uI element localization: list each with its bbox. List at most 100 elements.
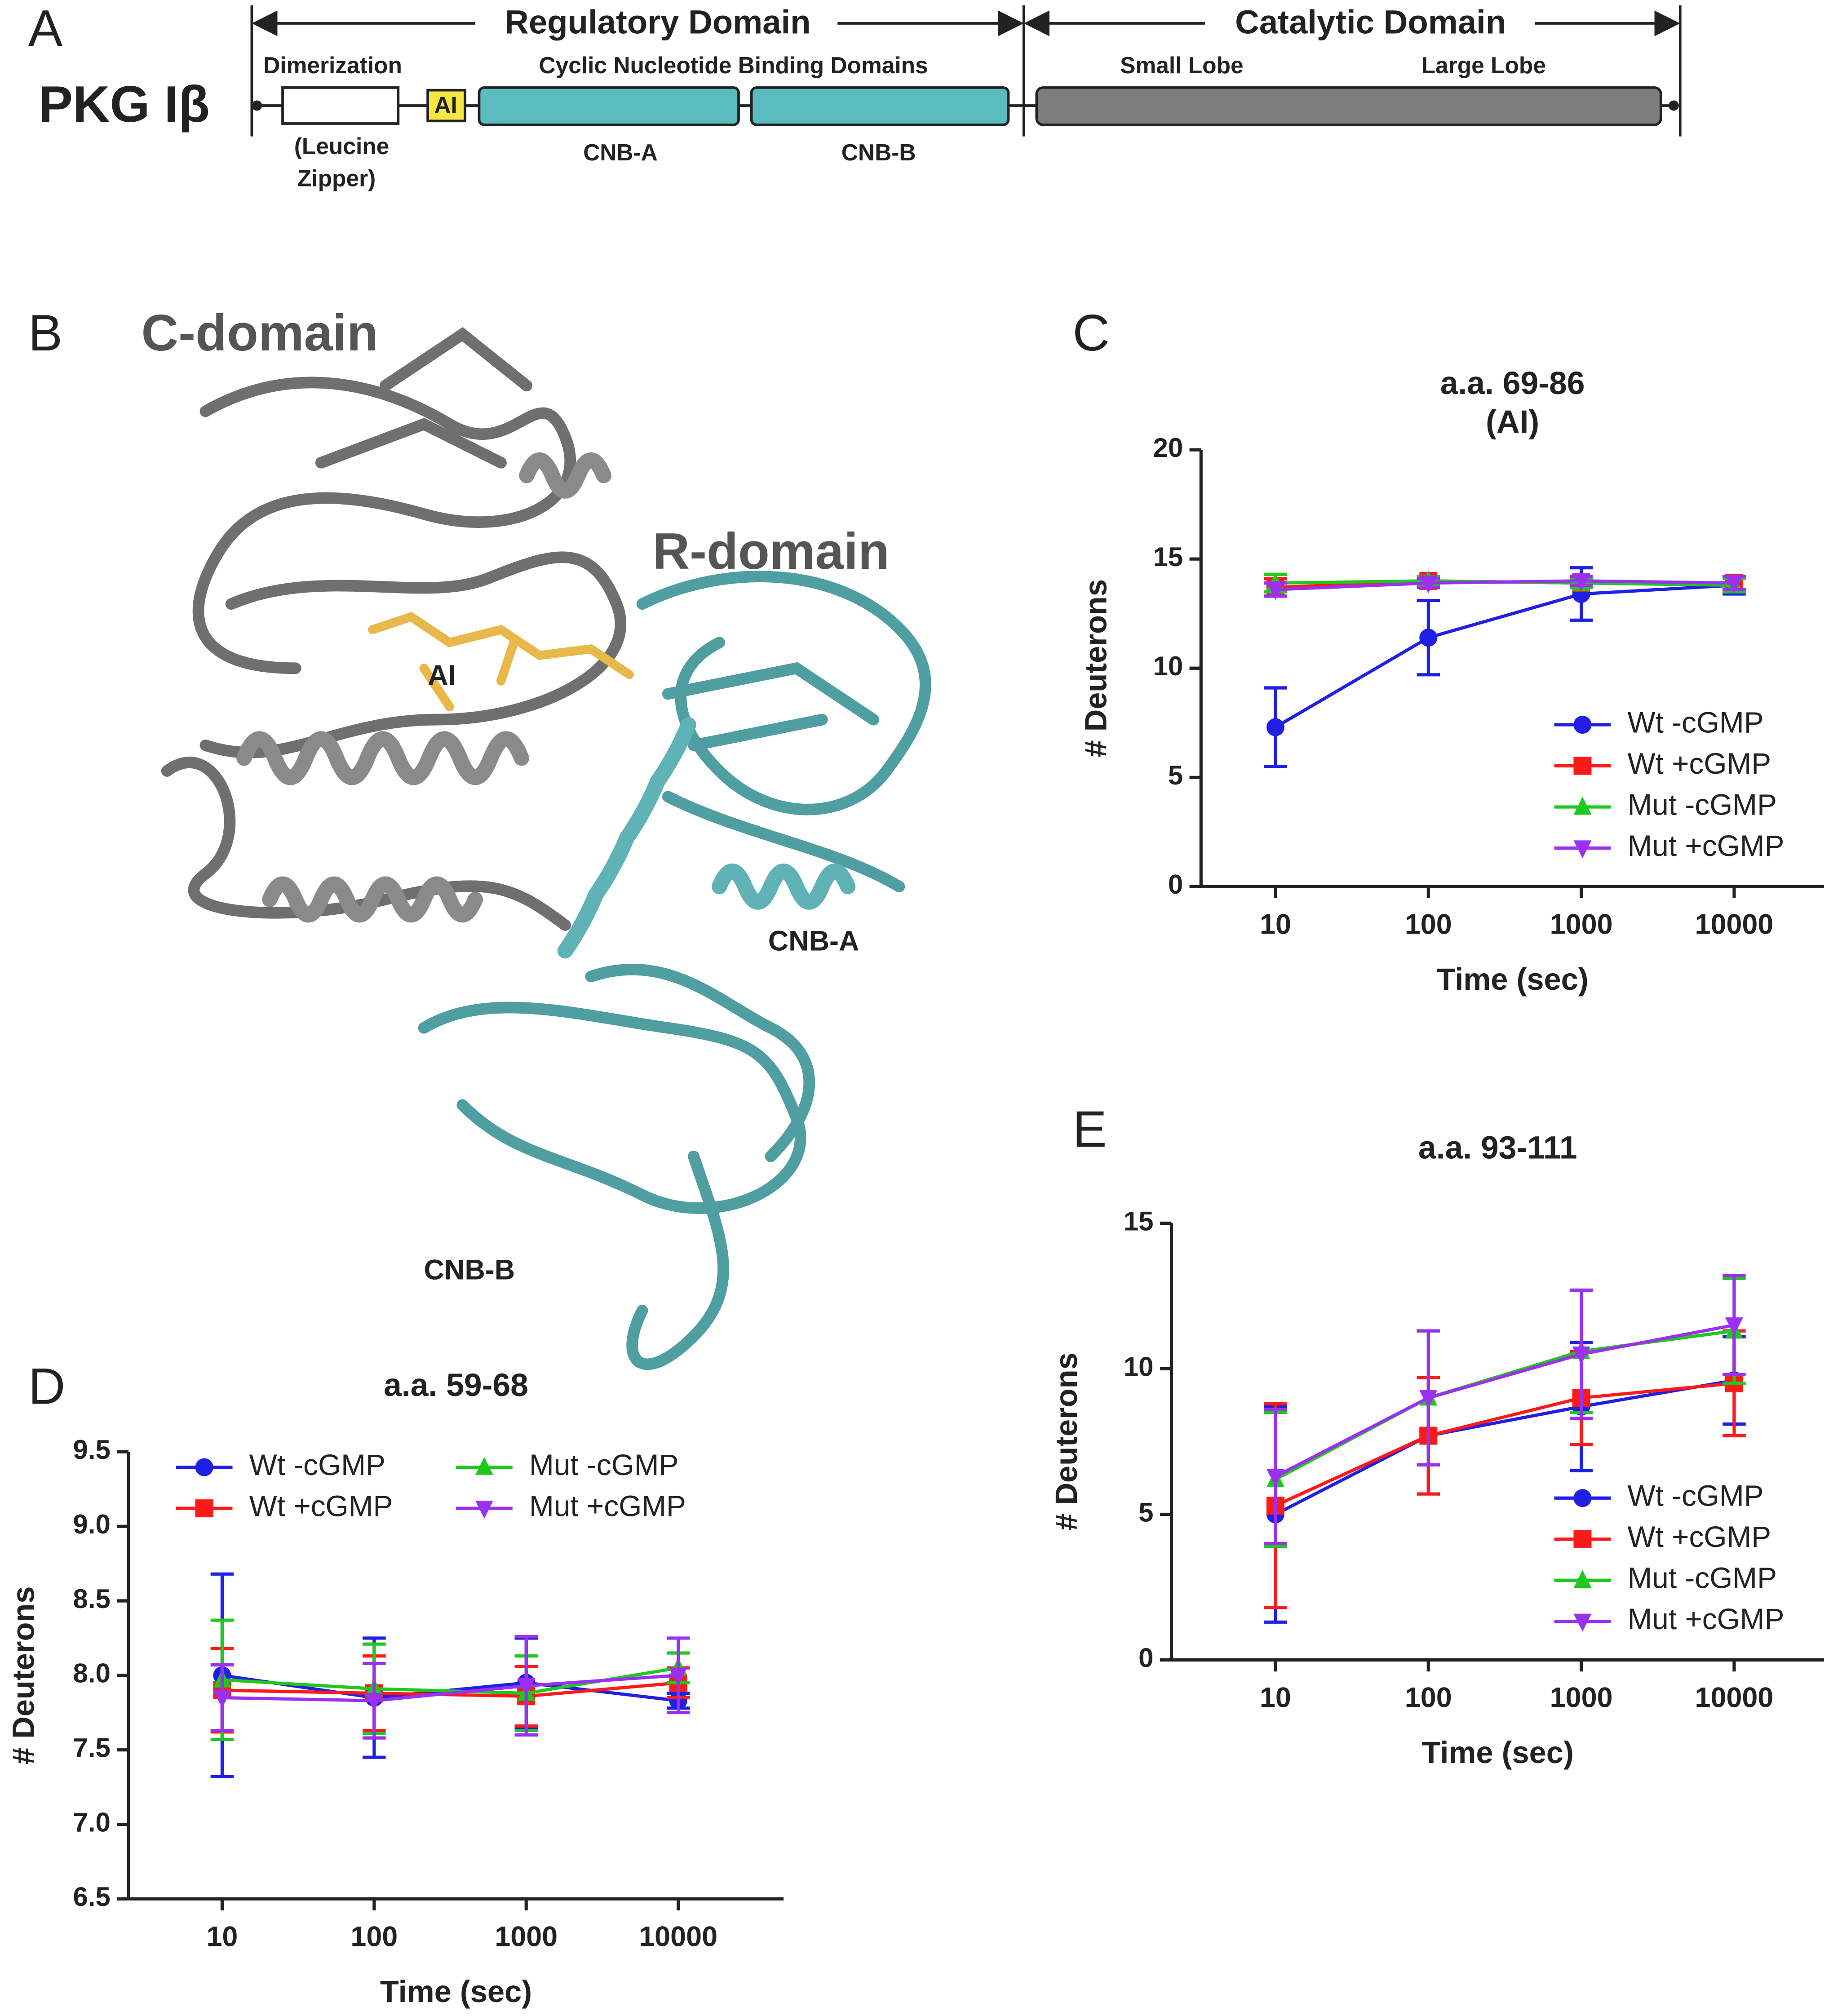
marker	[1573, 840, 1592, 859]
domain-label: Dimerization	[263, 52, 402, 78]
panel-label: C	[1072, 304, 1110, 362]
structure-label: CNB-A	[768, 926, 859, 957]
marker	[475, 1457, 493, 1475]
domain-label: (Leucine	[294, 133, 390, 159]
panel-label: E	[1072, 1100, 1107, 1158]
x-tick-label: 10	[206, 1921, 238, 1953]
x-tick-label: 10000	[639, 1921, 717, 1953]
marker	[1725, 1317, 1743, 1336]
domain-label: Zipper)	[297, 165, 376, 191]
legend-label: Wt +cGMP	[1628, 1520, 1771, 1553]
marker	[1419, 575, 1438, 594]
domain-label: Large Lobe	[1421, 52, 1546, 78]
series-line	[1275, 579, 1734, 591]
domain-label: CNB-A	[583, 139, 658, 165]
legend-label: Mut -cGMP	[1628, 788, 1777, 821]
series-line	[1275, 1382, 1735, 1507]
series-line	[1275, 583, 1735, 729]
marker	[1572, 1346, 1590, 1365]
terminus	[252, 100, 262, 111]
structure-label: AI	[428, 660, 456, 691]
y-tick-label: 6.5	[73, 1882, 110, 1912]
dimerization-box	[281, 86, 400, 125]
chart-title: a.a. 69-86	[1440, 365, 1585, 401]
x-tick-label: 100	[1405, 909, 1452, 940]
cnb-b-box	[750, 86, 1010, 126]
panel-label: D	[28, 1357, 66, 1415]
protein-name: PKG Iβ	[39, 75, 210, 133]
y-tick-label: 10	[1153, 651, 1183, 681]
marker	[1266, 582, 1284, 600]
marker	[1573, 1570, 1592, 1588]
y-tick-label: 7.0	[73, 1807, 110, 1837]
marker	[1572, 573, 1590, 591]
y-tick-label: 8.0	[73, 1658, 110, 1688]
y-tick-label: 20	[1153, 433, 1183, 463]
marker	[1573, 1530, 1592, 1548]
y-tick-label: 8.5	[73, 1584, 110, 1614]
legend-label: Mut +cGMP	[1628, 1602, 1784, 1635]
legend-label: Mut +cGMP	[1628, 829, 1784, 862]
cnb-a-box	[478, 86, 740, 126]
series-line	[222, 1674, 678, 1702]
marker	[475, 1500, 493, 1519]
marker	[213, 1690, 231, 1708]
y-tick-label: 5	[1168, 760, 1183, 790]
series-line	[1275, 1323, 1735, 1478]
marker	[1266, 1469, 1284, 1487]
structure-label: R-domain	[652, 523, 889, 580]
marker	[195, 1499, 213, 1518]
marker	[1725, 575, 1743, 594]
marker	[1573, 757, 1592, 775]
catalytic-box	[1035, 86, 1662, 126]
legend-label: Mut -cGMP	[1628, 1561, 1777, 1595]
legend-label: Wt -cGMP	[249, 1448, 385, 1481]
y-axis-label: # Deuterons	[1079, 579, 1113, 758]
y-tick-label: 0	[1168, 869, 1183, 899]
terminus	[1669, 100, 1679, 111]
marker	[669, 1667, 687, 1686]
ai-box	[426, 89, 466, 123]
legend-label: Mut +cGMP	[529, 1489, 686, 1523]
marker	[195, 1458, 213, 1476]
structure-label: CNB-B	[424, 1254, 515, 1286]
marker	[1573, 716, 1592, 734]
x-tick-label: 100	[1405, 1682, 1452, 1714]
marker	[365, 1693, 383, 1711]
x-tick-label: 100	[350, 1921, 398, 1953]
marker	[1573, 1613, 1592, 1632]
chart-subtitle: (AI)	[1486, 404, 1539, 440]
marker	[1573, 1489, 1592, 1507]
marker	[1266, 718, 1284, 736]
legend-label: Wt -cGMP	[1628, 1479, 1764, 1512]
y-tick-label: 15	[1153, 542, 1183, 572]
y-tick-label: 5	[1138, 1497, 1153, 1527]
marker	[1419, 1390, 1438, 1409]
marker	[1419, 629, 1438, 647]
protein-structure	[161, 327, 931, 1370]
series-line	[1275, 1378, 1735, 1516]
legend-label: Wt +cGMP	[1628, 747, 1771, 780]
y-axis-label: # Deuterons	[1049, 1352, 1084, 1531]
panel-label: B	[28, 304, 62, 362]
x-tick-label: 10000	[1695, 909, 1774, 940]
x-axis-label: Time (sec)	[1422, 1735, 1574, 1770]
legend-label: Wt +cGMP	[249, 1489, 393, 1523]
legend-label: Mut -cGMP	[529, 1448, 678, 1481]
y-tick-label: 10	[1124, 1351, 1154, 1382]
region-label: Catalytic Domain	[1235, 3, 1506, 40]
domain-label: AI	[434, 92, 457, 118]
y-tick-label: 15	[1124, 1206, 1154, 1236]
x-tick-label: 1000	[1550, 909, 1613, 940]
x-tick-label: 10000	[1695, 1682, 1774, 1714]
x-tick-label: 1000	[495, 1921, 558, 1953]
region-label: Regulatory Domain	[505, 3, 810, 40]
y-tick-label: 7.5	[73, 1733, 110, 1763]
x-axis-label: Time (sec)	[1437, 962, 1589, 997]
domain-label: CNB-B	[841, 139, 916, 165]
x-axis-label: Time (sec)	[380, 1974, 532, 2009]
y-axis-label: # Deuterons	[6, 1586, 40, 1765]
y-tick-label: 0	[1138, 1643, 1153, 1673]
legend-label: Wt -cGMP	[1628, 705, 1764, 739]
